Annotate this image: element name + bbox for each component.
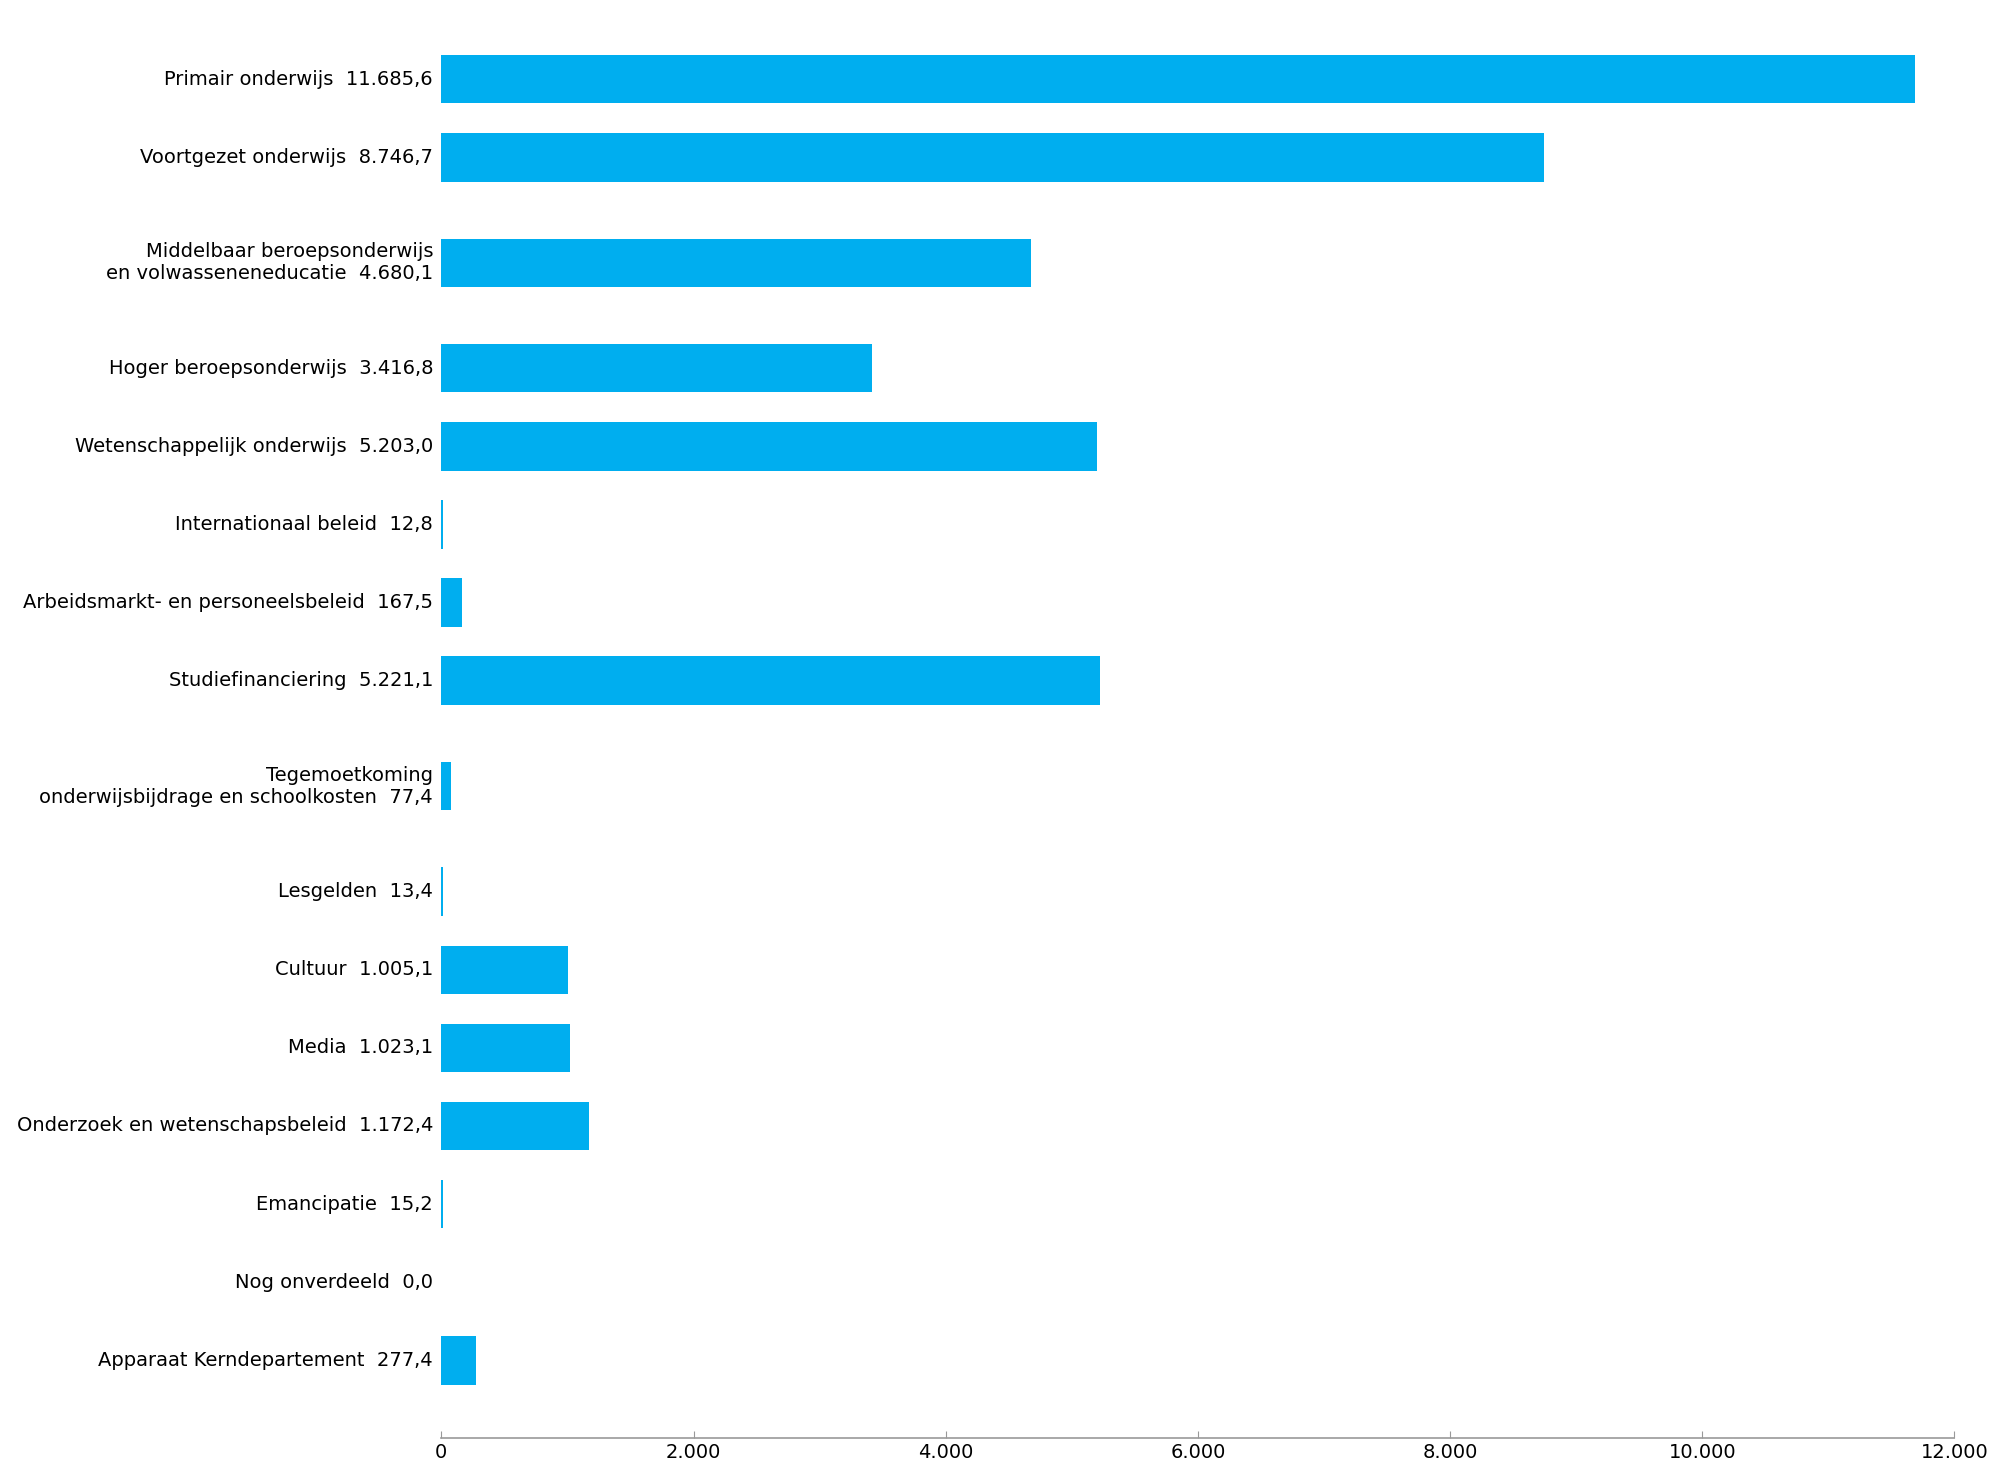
Bar	[441, 422, 1097, 470]
Bar	[441, 762, 451, 810]
Bar	[441, 55, 1915, 104]
Bar	[441, 1336, 477, 1384]
Bar	[441, 345, 872, 392]
Bar	[441, 133, 1544, 182]
Bar	[441, 1102, 589, 1151]
Bar	[441, 578, 463, 627]
Bar	[441, 657, 1099, 705]
Bar	[441, 238, 1031, 287]
Bar	[441, 1023, 569, 1072]
Bar	[441, 945, 567, 994]
